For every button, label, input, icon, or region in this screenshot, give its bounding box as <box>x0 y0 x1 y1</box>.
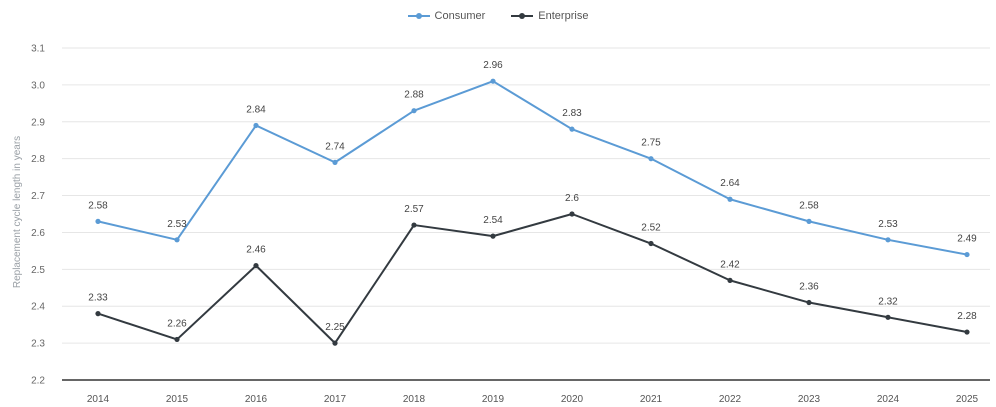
legend-swatch-enterprise <box>511 13 534 19</box>
legend: Consumer Enterprise <box>0 10 996 22</box>
data-point <box>253 122 259 129</box>
data-label: 2.36 <box>799 282 819 293</box>
y-axis-label: Replacement cycle length in years <box>12 136 23 288</box>
y-tick-label: 2.4 <box>31 302 45 313</box>
data-point <box>885 237 891 243</box>
y-tick-label: 2.6 <box>31 228 45 239</box>
data-label: 2.96 <box>483 60 503 71</box>
legend-label-enterprise: Enterprise <box>538 10 589 22</box>
y-tick-label: 2.3 <box>31 339 45 350</box>
data-label: 2.32 <box>878 296 898 307</box>
data-point <box>95 218 101 224</box>
data-point <box>253 263 259 269</box>
x-tick-label: 2015 <box>166 394 189 405</box>
data-point <box>174 237 180 243</box>
y-tick-label: 2.8 <box>31 154 45 165</box>
x-tick-label: 2024 <box>877 394 900 405</box>
data-point <box>569 126 575 132</box>
y-tick-label: 3.1 <box>31 44 45 55</box>
data-label: 2.84 <box>246 104 266 115</box>
x-tick-label: 2022 <box>719 394 742 405</box>
x-tick-label: 2017 <box>324 394 347 405</box>
data-label: 2.53 <box>878 219 898 230</box>
data-label: 2.52 <box>641 223 661 234</box>
legend-swatch-consumer <box>407 13 430 19</box>
data-point <box>490 78 496 84</box>
y-tick-label: 2.7 <box>31 191 45 202</box>
data-point <box>411 222 417 228</box>
data-label: 2.26 <box>167 318 187 329</box>
data-point <box>964 251 970 258</box>
data-label: 2.33 <box>88 293 108 304</box>
data-point <box>806 218 812 224</box>
data-point <box>648 156 654 162</box>
data-label: 2.54 <box>483 215 503 226</box>
data-label: 2.53 <box>167 219 187 230</box>
data-point <box>411 108 417 114</box>
series-line-enterprise <box>97 213 968 345</box>
data-label: 2.28 <box>957 311 977 322</box>
data-label: 2.64 <box>720 178 740 189</box>
x-tick-label: 2025 <box>956 394 979 405</box>
x-tick-label: 2021 <box>640 394 663 405</box>
data-point <box>95 311 101 317</box>
data-label: 2.46 <box>246 245 266 256</box>
data-point <box>174 336 180 343</box>
y-tick-label: 2.2 <box>31 376 45 387</box>
data-point <box>727 277 733 283</box>
x-tick-label: 2016 <box>245 394 268 405</box>
data-label: 2.58 <box>799 200 819 211</box>
y-tick-label: 2.9 <box>31 117 45 128</box>
legend-item-consumer[interactable]: Consumer <box>407 10 486 22</box>
x-tick-label: 2019 <box>482 394 505 405</box>
y-tick-label: 2.5 <box>31 265 45 276</box>
data-label: 2.25 <box>325 322 345 333</box>
data-label: 2.75 <box>641 138 661 149</box>
legend-item-enterprise[interactable]: Enterprise <box>511 10 588 22</box>
y-tick-label: 3.0 <box>31 80 45 91</box>
data-point <box>964 329 970 335</box>
legend-label-consumer: Consumer <box>434 10 486 22</box>
data-label: 2.83 <box>562 108 582 119</box>
data-label: 2.57 <box>404 204 424 215</box>
x-tick-label: 2023 <box>798 394 821 405</box>
x-tick-label: 2020 <box>561 394 584 405</box>
data-label: 2.58 <box>88 200 108 211</box>
data-point <box>885 314 891 320</box>
data-point <box>727 196 733 202</box>
data-point <box>569 211 575 217</box>
data-label: 2.49 <box>957 234 977 245</box>
data-point <box>490 233 496 239</box>
data-point <box>332 340 338 346</box>
data-label: 2.88 <box>404 90 424 101</box>
x-tick-label: 2018 <box>403 394 426 405</box>
x-tick-label: 2014 <box>87 394 110 405</box>
data-label: 2.6 <box>565 193 579 204</box>
data-point <box>806 299 812 306</box>
series-line-consumer <box>97 80 968 256</box>
data-label: 2.74 <box>325 141 345 152</box>
data-label: 2.42 <box>720 259 740 270</box>
data-point <box>648 240 654 247</box>
data-point <box>332 159 338 165</box>
